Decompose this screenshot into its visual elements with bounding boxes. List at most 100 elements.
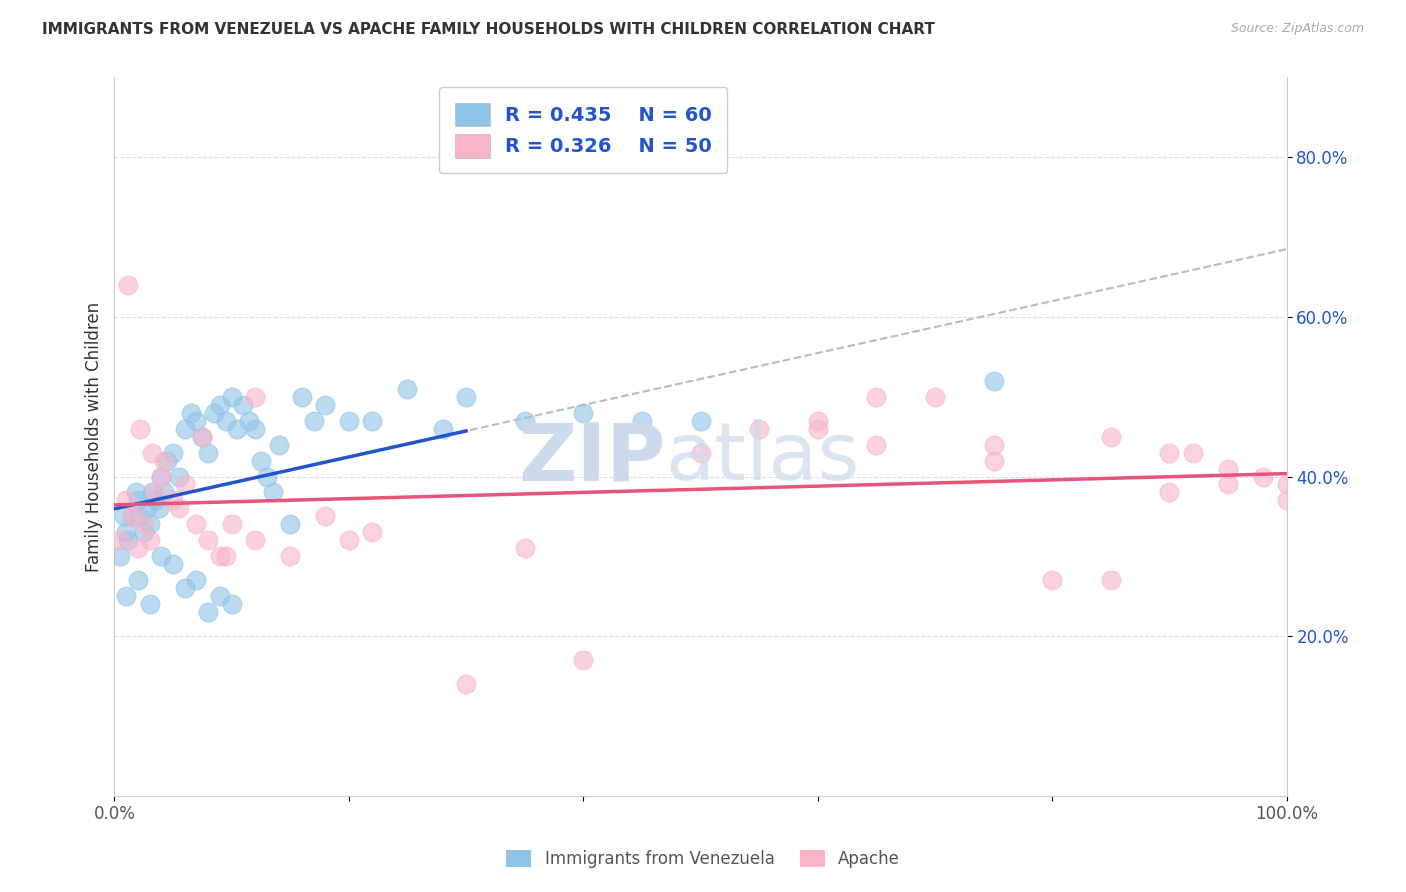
- Point: [631, 414, 654, 428]
- Point: [127, 493, 149, 508]
- Point: [186, 574, 208, 588]
- Legend: R = 0.435    N = 60, R = 0.326    N = 50: R = 0.435 N = 60, R = 0.326 N = 50: [439, 87, 727, 174]
- Point: [983, 374, 1005, 388]
- Point: [132, 517, 155, 532]
- Point: [314, 398, 336, 412]
- Point: [1159, 445, 1181, 459]
- Point: [232, 398, 254, 412]
- Point: [807, 414, 830, 428]
- Point: [454, 677, 477, 691]
- Point: [191, 429, 214, 443]
- Point: [156, 453, 179, 467]
- Point: [221, 597, 243, 611]
- Point: [278, 549, 301, 564]
- Point: [197, 445, 219, 459]
- Point: [117, 533, 139, 548]
- Point: [226, 422, 249, 436]
- Point: [208, 549, 231, 564]
- Point: [748, 422, 770, 436]
- Point: [215, 414, 238, 428]
- Point: [1040, 574, 1063, 588]
- Point: [110, 533, 132, 548]
- Point: [572, 653, 595, 667]
- Point: [221, 390, 243, 404]
- Point: [112, 509, 135, 524]
- Point: [167, 469, 190, 483]
- Text: Source: ZipAtlas.com: Source: ZipAtlas.com: [1230, 22, 1364, 36]
- Point: [150, 469, 173, 483]
- Point: [152, 485, 174, 500]
- Point: [136, 501, 159, 516]
- Point: [129, 509, 152, 524]
- Point: [689, 445, 711, 459]
- Point: [1275, 477, 1298, 491]
- Text: atlas: atlas: [665, 419, 859, 497]
- Point: [138, 597, 160, 611]
- Point: [208, 589, 231, 603]
- Point: [152, 453, 174, 467]
- Point: [197, 533, 219, 548]
- Point: [173, 477, 195, 491]
- Point: [117, 277, 139, 292]
- Point: [145, 493, 167, 508]
- Point: [807, 422, 830, 436]
- Point: [145, 485, 167, 500]
- Point: [243, 390, 266, 404]
- Y-axis label: Family Households with Children: Family Households with Children: [86, 301, 103, 572]
- Point: [191, 429, 214, 443]
- Point: [148, 501, 170, 516]
- Point: [115, 525, 138, 540]
- Point: [291, 390, 314, 404]
- Point: [150, 469, 173, 483]
- Point: [121, 509, 143, 524]
- Point: [262, 485, 284, 500]
- Point: [361, 525, 384, 540]
- Point: [314, 509, 336, 524]
- Point: [1181, 445, 1204, 459]
- Point: [689, 414, 711, 428]
- Point: [208, 398, 231, 412]
- Point: [180, 406, 202, 420]
- Point: [186, 414, 208, 428]
- Point: [121, 509, 143, 524]
- Point: [138, 517, 160, 532]
- Point: [124, 485, 146, 500]
- Point: [115, 493, 138, 508]
- Point: [337, 414, 360, 428]
- Point: [1099, 429, 1122, 443]
- Point: [173, 422, 195, 436]
- Point: [1216, 477, 1239, 491]
- Point: [1099, 574, 1122, 588]
- Point: [167, 501, 190, 516]
- Point: [1159, 485, 1181, 500]
- Point: [238, 414, 260, 428]
- Point: [115, 589, 138, 603]
- Point: [924, 390, 946, 404]
- Point: [865, 437, 887, 451]
- Point: [1275, 493, 1298, 508]
- Point: [1251, 469, 1274, 483]
- Point: [396, 382, 419, 396]
- Point: [129, 422, 152, 436]
- Point: [197, 605, 219, 619]
- Point: [127, 541, 149, 556]
- Point: [141, 485, 163, 500]
- Point: [337, 533, 360, 548]
- Point: [132, 525, 155, 540]
- Text: ZIP: ZIP: [517, 419, 665, 497]
- Point: [302, 414, 325, 428]
- Point: [1216, 461, 1239, 475]
- Point: [202, 406, 225, 420]
- Point: [432, 422, 454, 436]
- Point: [513, 541, 536, 556]
- Point: [162, 445, 184, 459]
- Point: [110, 549, 132, 564]
- Point: [256, 469, 278, 483]
- Text: IMMIGRANTS FROM VENEZUELA VS APACHE FAMILY HOUSEHOLDS WITH CHILDREN CORRELATION : IMMIGRANTS FROM VENEZUELA VS APACHE FAMI…: [42, 22, 935, 37]
- Point: [141, 445, 163, 459]
- Point: [186, 517, 208, 532]
- Point: [513, 414, 536, 428]
- Point: [173, 581, 195, 595]
- Point: [278, 517, 301, 532]
- Point: [243, 533, 266, 548]
